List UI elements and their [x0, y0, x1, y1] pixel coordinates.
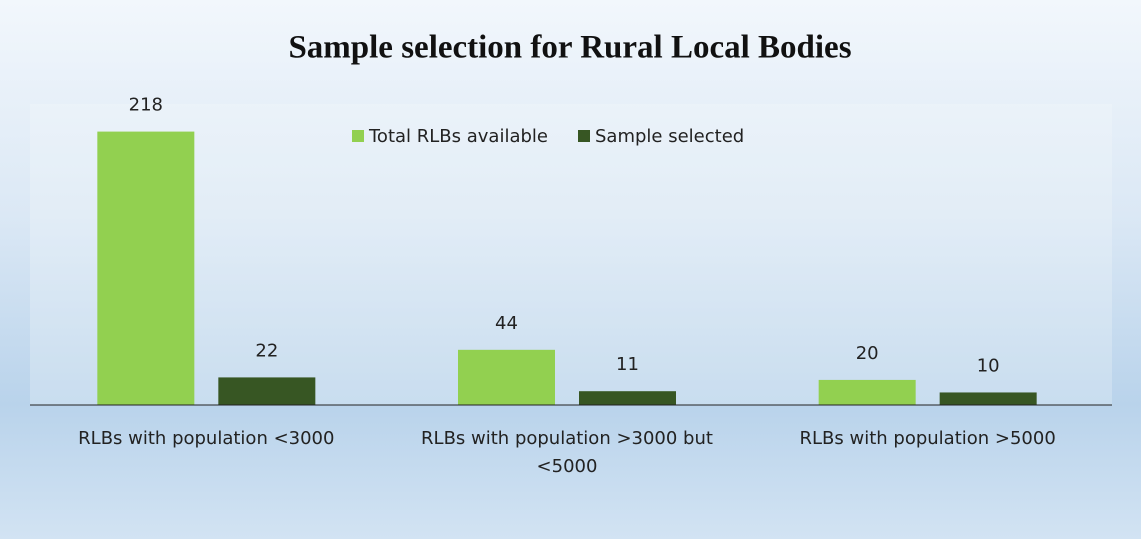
- chart-title: Sample selection for Rural Local Bodies: [288, 30, 851, 66]
- legend-swatch: [578, 130, 590, 142]
- bar: [818, 379, 916, 405]
- data-label: 11: [616, 354, 639, 375]
- legend-label: Sample selected: [595, 126, 744, 147]
- plot-area: [30, 104, 1112, 405]
- bar: [458, 349, 555, 405]
- data-label: 218: [129, 95, 163, 116]
- bar: [218, 377, 316, 405]
- data-label: 22: [255, 340, 278, 361]
- data-label: 44: [495, 313, 518, 334]
- data-label: 10: [977, 355, 1000, 376]
- bar: [97, 131, 195, 405]
- bar: [939, 392, 1037, 405]
- legend-label: Total RLBs available: [368, 126, 548, 147]
- data-label: 20: [856, 343, 879, 364]
- bar: [579, 391, 676, 405]
- x-tick-label: RLBs with population >5000: [799, 428, 1056, 449]
- legend-swatch: [352, 130, 364, 142]
- x-tick-label: RLBs with population >3000 but <5000: [421, 428, 713, 477]
- x-tick-label: RLBs with population <3000: [78, 428, 335, 449]
